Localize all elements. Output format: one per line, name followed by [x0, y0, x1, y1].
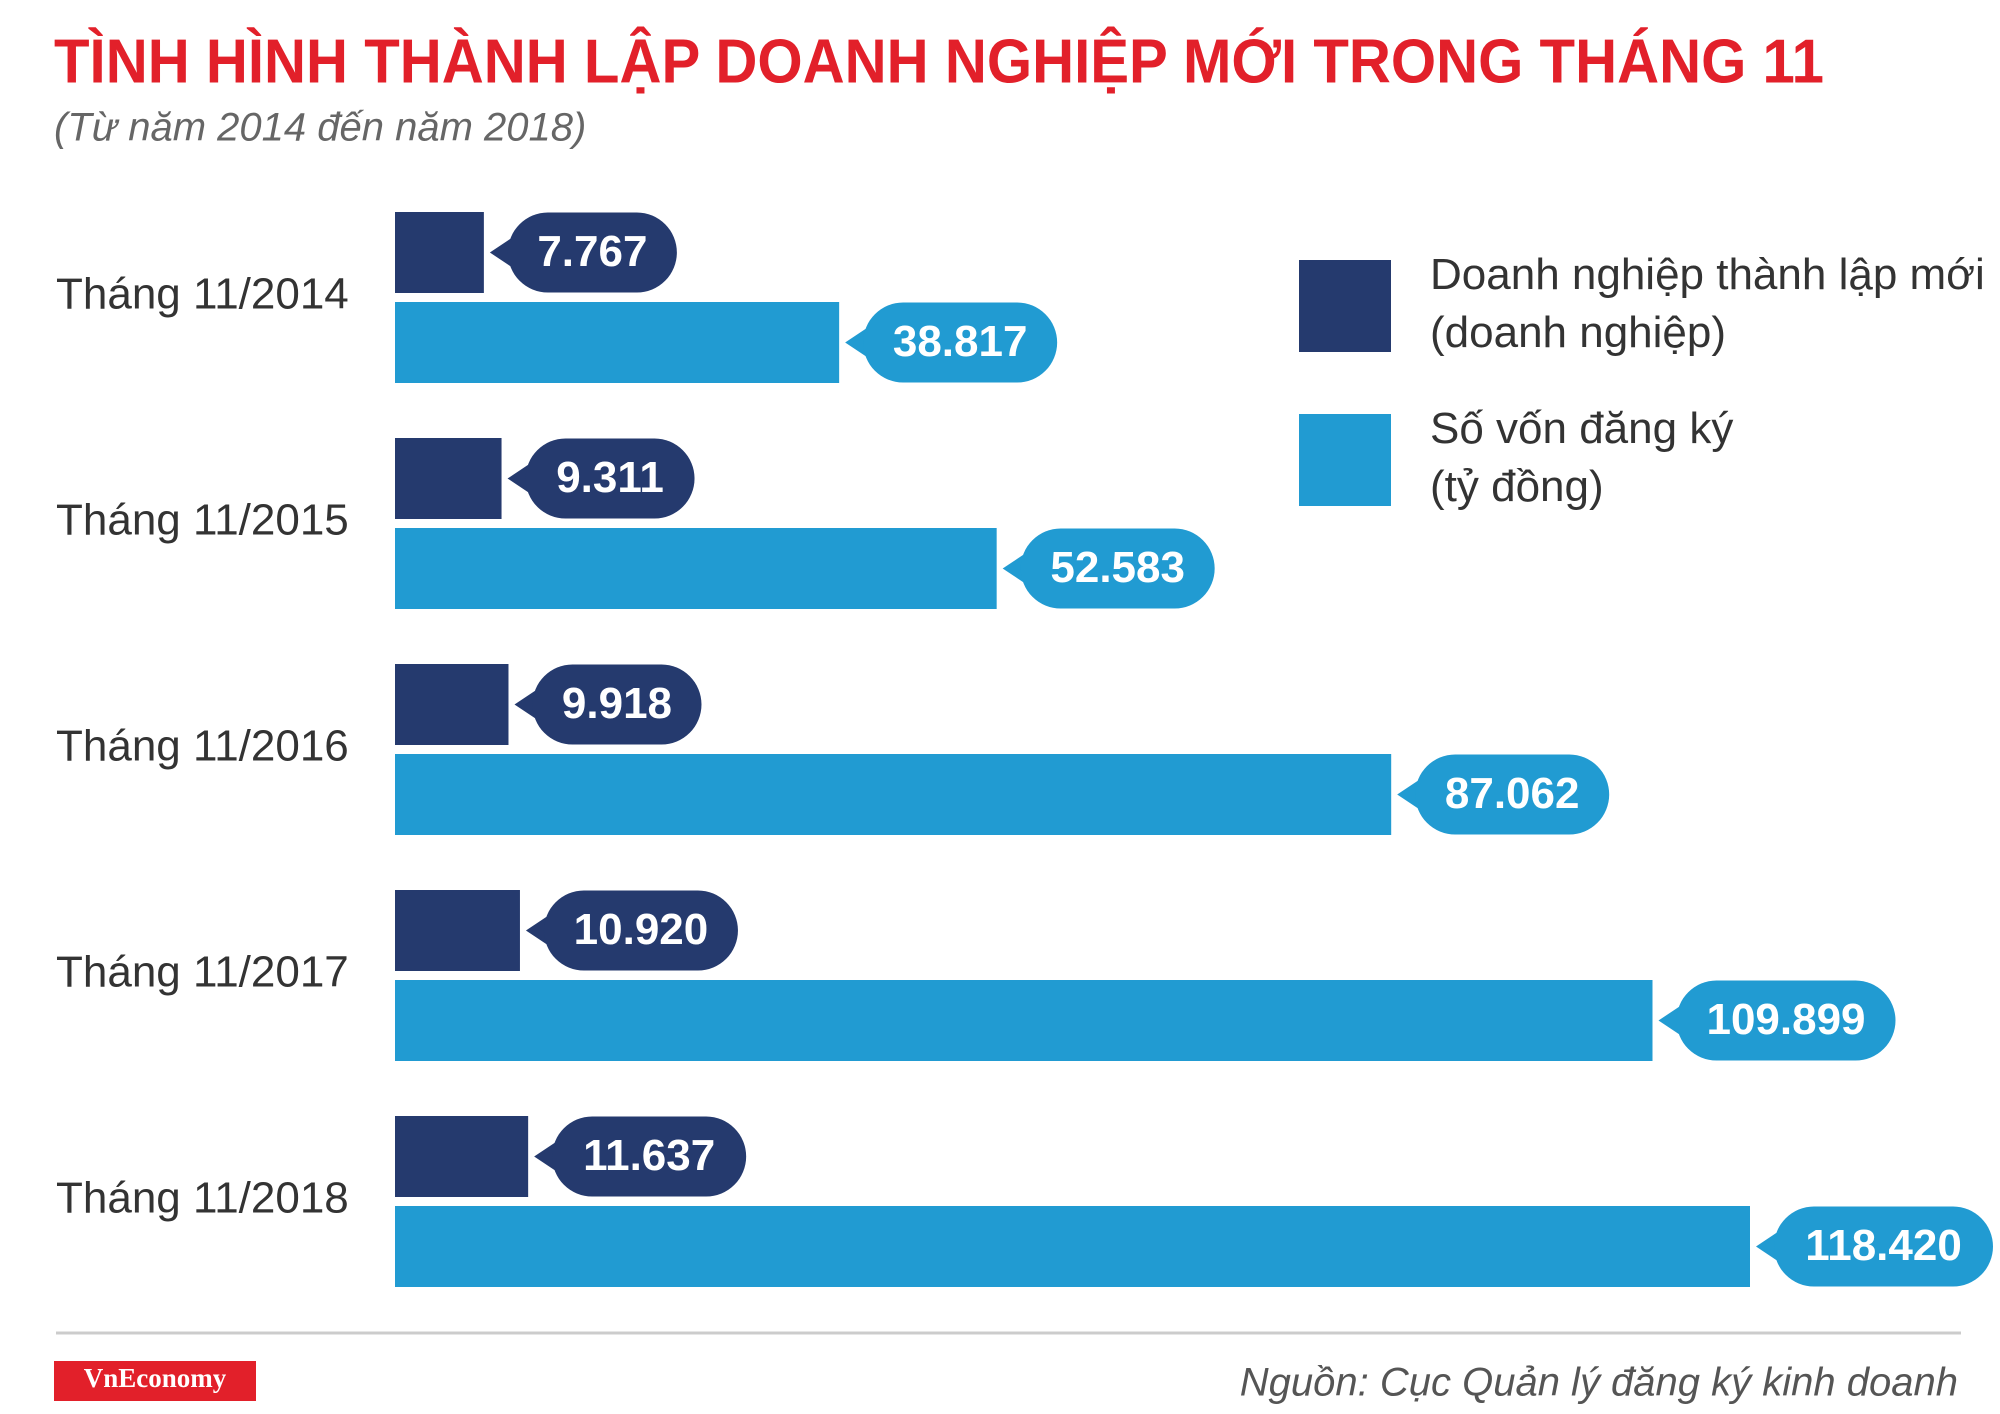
label-pointer: [845, 326, 870, 359]
label-pointer: [534, 1140, 559, 1173]
legend-swatch: [1299, 260, 1391, 352]
logo-box: [54, 1361, 256, 1401]
label-pointer: [507, 462, 532, 495]
label-bubble: [552, 1116, 747, 1197]
label-pointer: [1756, 1230, 1780, 1263]
value-label: 7.767: [537, 227, 647, 276]
label-bubble: [1415, 754, 1610, 835]
bar: [395, 212, 484, 293]
bar: [395, 1206, 1750, 1287]
source: Nguồn: Cục Quản lý đăng ký kinh doanh: [1240, 1361, 1958, 1405]
y-tick-label: Tháng 11/2015: [56, 496, 349, 545]
value-label: 10.920: [574, 905, 709, 954]
value-label: 87.062: [1445, 769, 1580, 818]
bar: [395, 438, 502, 519]
label-bubble: [1774, 1206, 1993, 1287]
bar: [395, 1116, 529, 1197]
label-bubble: [507, 212, 677, 293]
value-label: 11.637: [583, 1131, 715, 1180]
label-bubble: [532, 664, 702, 745]
label-bubble: [543, 890, 738, 971]
value-label: 118.420: [1805, 1221, 1962, 1270]
value-label: 52.583: [1050, 543, 1185, 592]
chart-title: TÌNH HÌNH THÀNH LẬP DOANH NGHIỆP MỚI TRO…: [54, 27, 1824, 96]
chart-subtitle: (Từ năm 2014 đến năm 2018): [54, 106, 586, 150]
bar: [395, 664, 509, 745]
value-label: 9.311: [556, 453, 664, 502]
bar: [395, 754, 1392, 835]
label-pointer: [1397, 778, 1422, 811]
label-bubble: [1676, 980, 1896, 1061]
label-bubble: [863, 302, 1058, 383]
logo: VnEconomy: [84, 1363, 227, 1393]
bar: [395, 528, 997, 609]
label-pointer: [514, 688, 539, 721]
value-label: 9.918: [562, 679, 672, 728]
value-label: 109.899: [1706, 995, 1865, 1044]
label-bubble: [1020, 528, 1215, 609]
legend-swatch: [1299, 414, 1391, 506]
y-tick-label: Tháng 11/2016: [56, 722, 349, 771]
label-bubble: [525, 438, 695, 519]
legend-label: Số vốn đăng ký (tỷ đồng): [1430, 404, 1734, 511]
y-tick-label: Tháng 11/2014: [56, 270, 349, 319]
label-pointer: [1002, 552, 1027, 585]
legend-label: Doanh nghiệp thành lập mới (doanh nghiệp…: [1430, 250, 1985, 357]
bar: [395, 890, 520, 971]
label-pointer: [525, 914, 550, 947]
bar: [395, 980, 1653, 1061]
label-pointer: [489, 236, 514, 269]
label-pointer: [1658, 1004, 1683, 1037]
y-tick-label: Tháng 11/2018: [56, 1174, 349, 1223]
bar: [395, 302, 840, 383]
y-tick-label: Tháng 11/2017: [56, 948, 349, 997]
value-label: 38.817: [893, 317, 1028, 366]
